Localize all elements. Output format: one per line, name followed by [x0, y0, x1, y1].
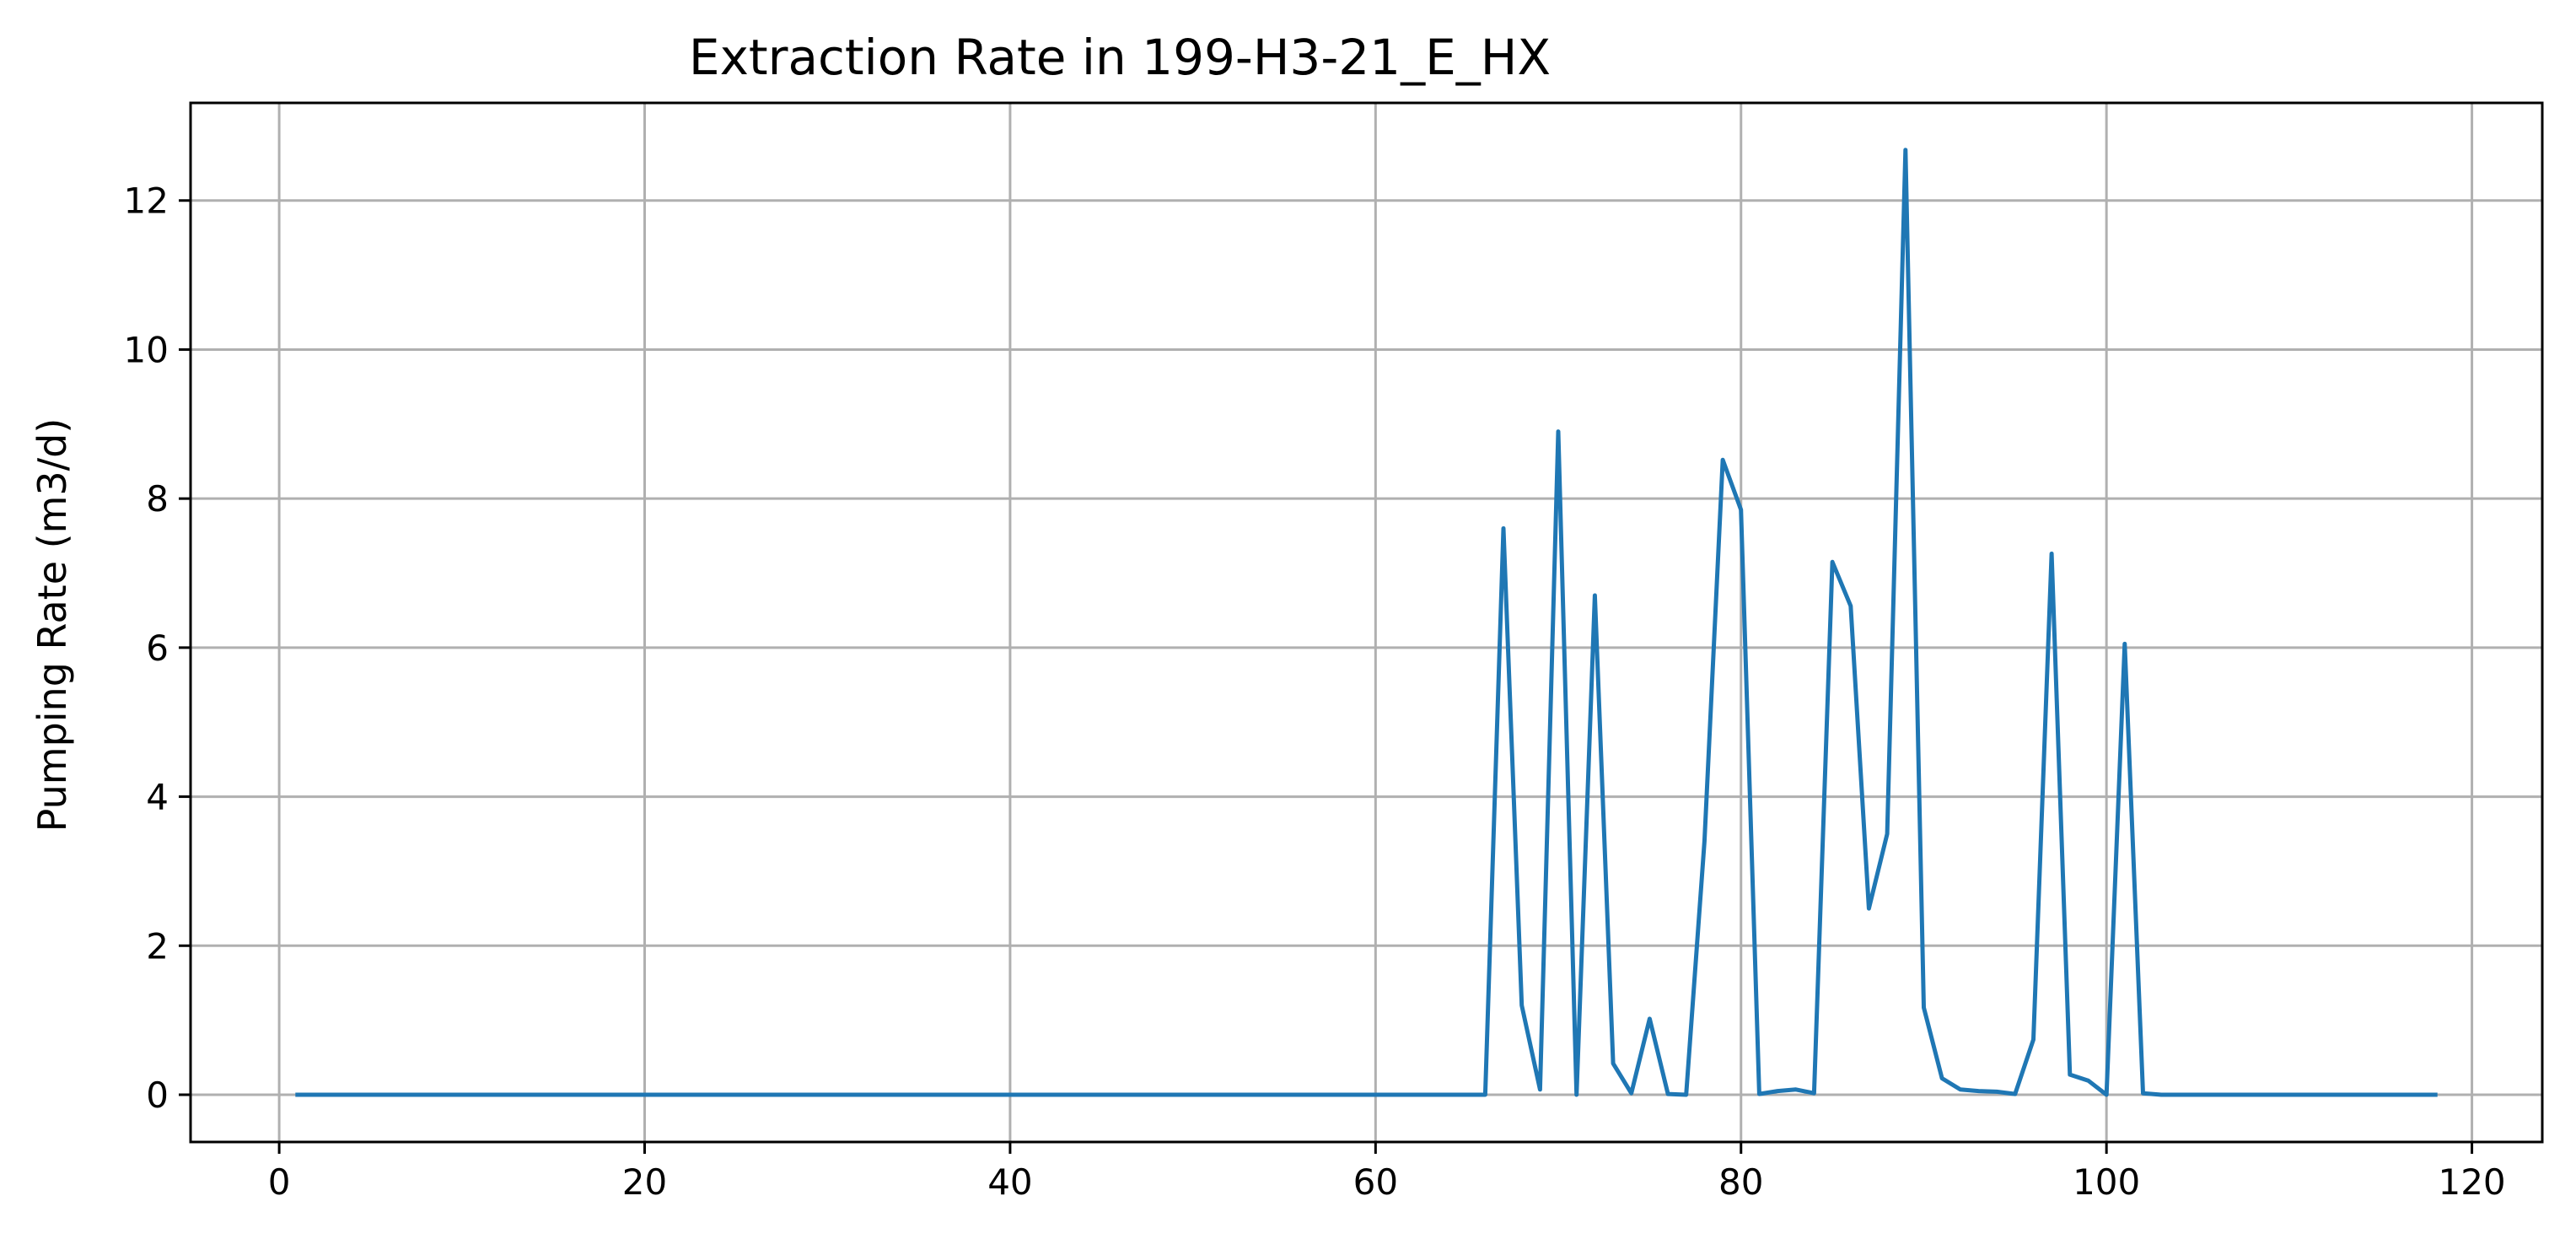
x-tick-label: 120 [2438, 1161, 2505, 1203]
x-tick-label: 0 [268, 1161, 291, 1203]
y-tick-label: 12 [124, 180, 169, 222]
y-axis-label: Pumping Rate (m3/d) [30, 418, 75, 832]
x-tick-label: 100 [2073, 1161, 2140, 1203]
series-line [295, 148, 2438, 1097]
x-tick-label: 60 [1353, 1161, 1398, 1203]
x-tick-label: 20 [622, 1161, 667, 1203]
y-tick-label: 8 [146, 478, 169, 520]
grid-lines [191, 103, 2542, 1142]
y-tick-label: 4 [146, 777, 169, 818]
x-tick-label: 40 [987, 1161, 1032, 1203]
plot-frame [189, 101, 2544, 1144]
y-tick-label: 10 [124, 329, 169, 370]
y-axis: 0 2 4 6 8 10 12 [124, 180, 191, 1116]
y-tick-label: 2 [146, 925, 169, 967]
x-axis: 0 20 40 60 80 100 120 [268, 1142, 2506, 1203]
x-tick-label: 80 [1718, 1161, 1763, 1203]
y-tick-label: 6 [146, 628, 169, 669]
y-tick-label: 0 [146, 1075, 169, 1116]
series-layer [295, 148, 2438, 1097]
chart-title: Extraction Rate in 199-H3-21_E_HX [689, 29, 1551, 86]
